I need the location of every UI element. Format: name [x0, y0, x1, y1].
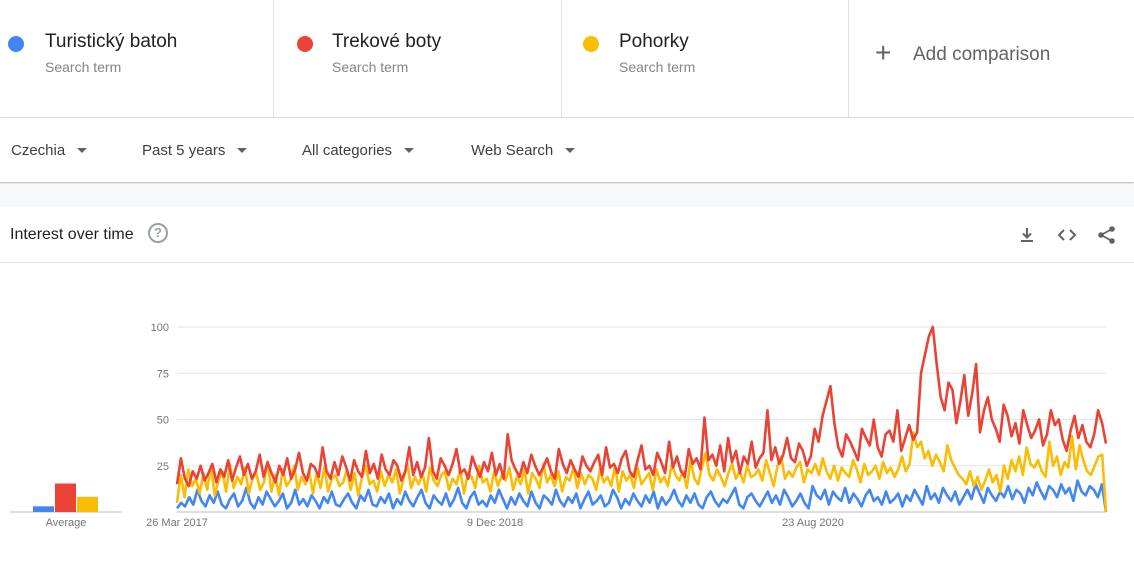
y-tick-label: 75	[157, 368, 169, 380]
average-axis-label: Average	[46, 517, 87, 529]
y-tick-label: 25	[157, 461, 169, 473]
search-term-type: Search term	[619, 59, 696, 75]
section-spacer	[0, 184, 1134, 207]
y-tick-label: 100	[151, 322, 169, 334]
help-circle-icon[interactable]: ?	[148, 223, 168, 243]
x-tick-label: 23 Aug 2020	[782, 517, 844, 529]
region-dropdown[interactable]: Czechia	[11, 142, 88, 159]
series-color-dot	[583, 36, 599, 52]
plus-icon: +	[875, 37, 892, 68]
search-term-card-2[interactable]: Trekové boty Search term	[274, 0, 562, 117]
region-value: Czechia	[11, 142, 66, 159]
search-terms-bar: Turistický batoh Search term Trekové bot…	[0, 0, 1134, 118]
share-icon[interactable]	[1096, 224, 1118, 246]
filter-bar: Czechia Past 5 years All categories Web …	[0, 118, 1134, 183]
dropdown-arrow-icon	[237, 147, 248, 153]
search-type-value: Web Search	[471, 142, 554, 159]
search-term-type: Search term	[45, 59, 122, 75]
x-tick-label: 26 Mar 2017	[146, 517, 208, 529]
average-bar-3	[77, 496, 98, 512]
search-term-name: Trekové boty	[332, 31, 442, 52]
category-value: All categories	[302, 142, 393, 159]
category-dropdown[interactable]: All categories	[302, 142, 415, 159]
series-line-1	[175, 479, 1108, 513]
search-term-card-1[interactable]: Turistický batoh Search term	[0, 0, 274, 117]
x-tick-label: 9 Dec 2018	[467, 517, 523, 529]
dropdown-arrow-icon	[77, 147, 88, 153]
series-color-dot	[8, 36, 24, 52]
search-term-type: Search term	[332, 59, 409, 75]
interest-over-time-card: Interest over time ? Average 100 75 50 25 26 …	[0, 207, 1134, 573]
y-tick-label: 50	[157, 415, 169, 427]
average-bar-1	[33, 506, 54, 512]
card-title: Interest over time	[10, 226, 134, 243]
download-icon[interactable]	[1016, 224, 1038, 246]
interest-over-time-chart: Average 100 75 50 25 26 Mar 2017 9 Dec 2018 23 …	[10, 322, 1108, 529]
time-range-value: Past 5 years	[142, 142, 226, 159]
time-range-dropdown[interactable]: Past 5 years	[142, 142, 248, 159]
series-line-2	[175, 325, 1108, 488]
search-term-name: Pohorky	[619, 31, 689, 52]
add-comparison-label: Add comparison	[913, 44, 1051, 65]
dropdown-arrow-icon	[404, 147, 415, 153]
search-term-name: Turistický batoh	[45, 31, 178, 52]
average-bar-2	[55, 483, 76, 512]
search-term-card-3[interactable]: Pohorky Search term	[562, 0, 849, 117]
card-header: Interest over time ?	[0, 207, 1134, 263]
search-type-dropdown[interactable]: Web Search	[471, 142, 576, 159]
series-color-dot	[297, 36, 313, 52]
add-comparison-button[interactable]: + Add comparison	[849, 0, 1134, 117]
dropdown-arrow-icon	[565, 147, 576, 153]
embed-code-icon[interactable]	[1056, 224, 1078, 246]
